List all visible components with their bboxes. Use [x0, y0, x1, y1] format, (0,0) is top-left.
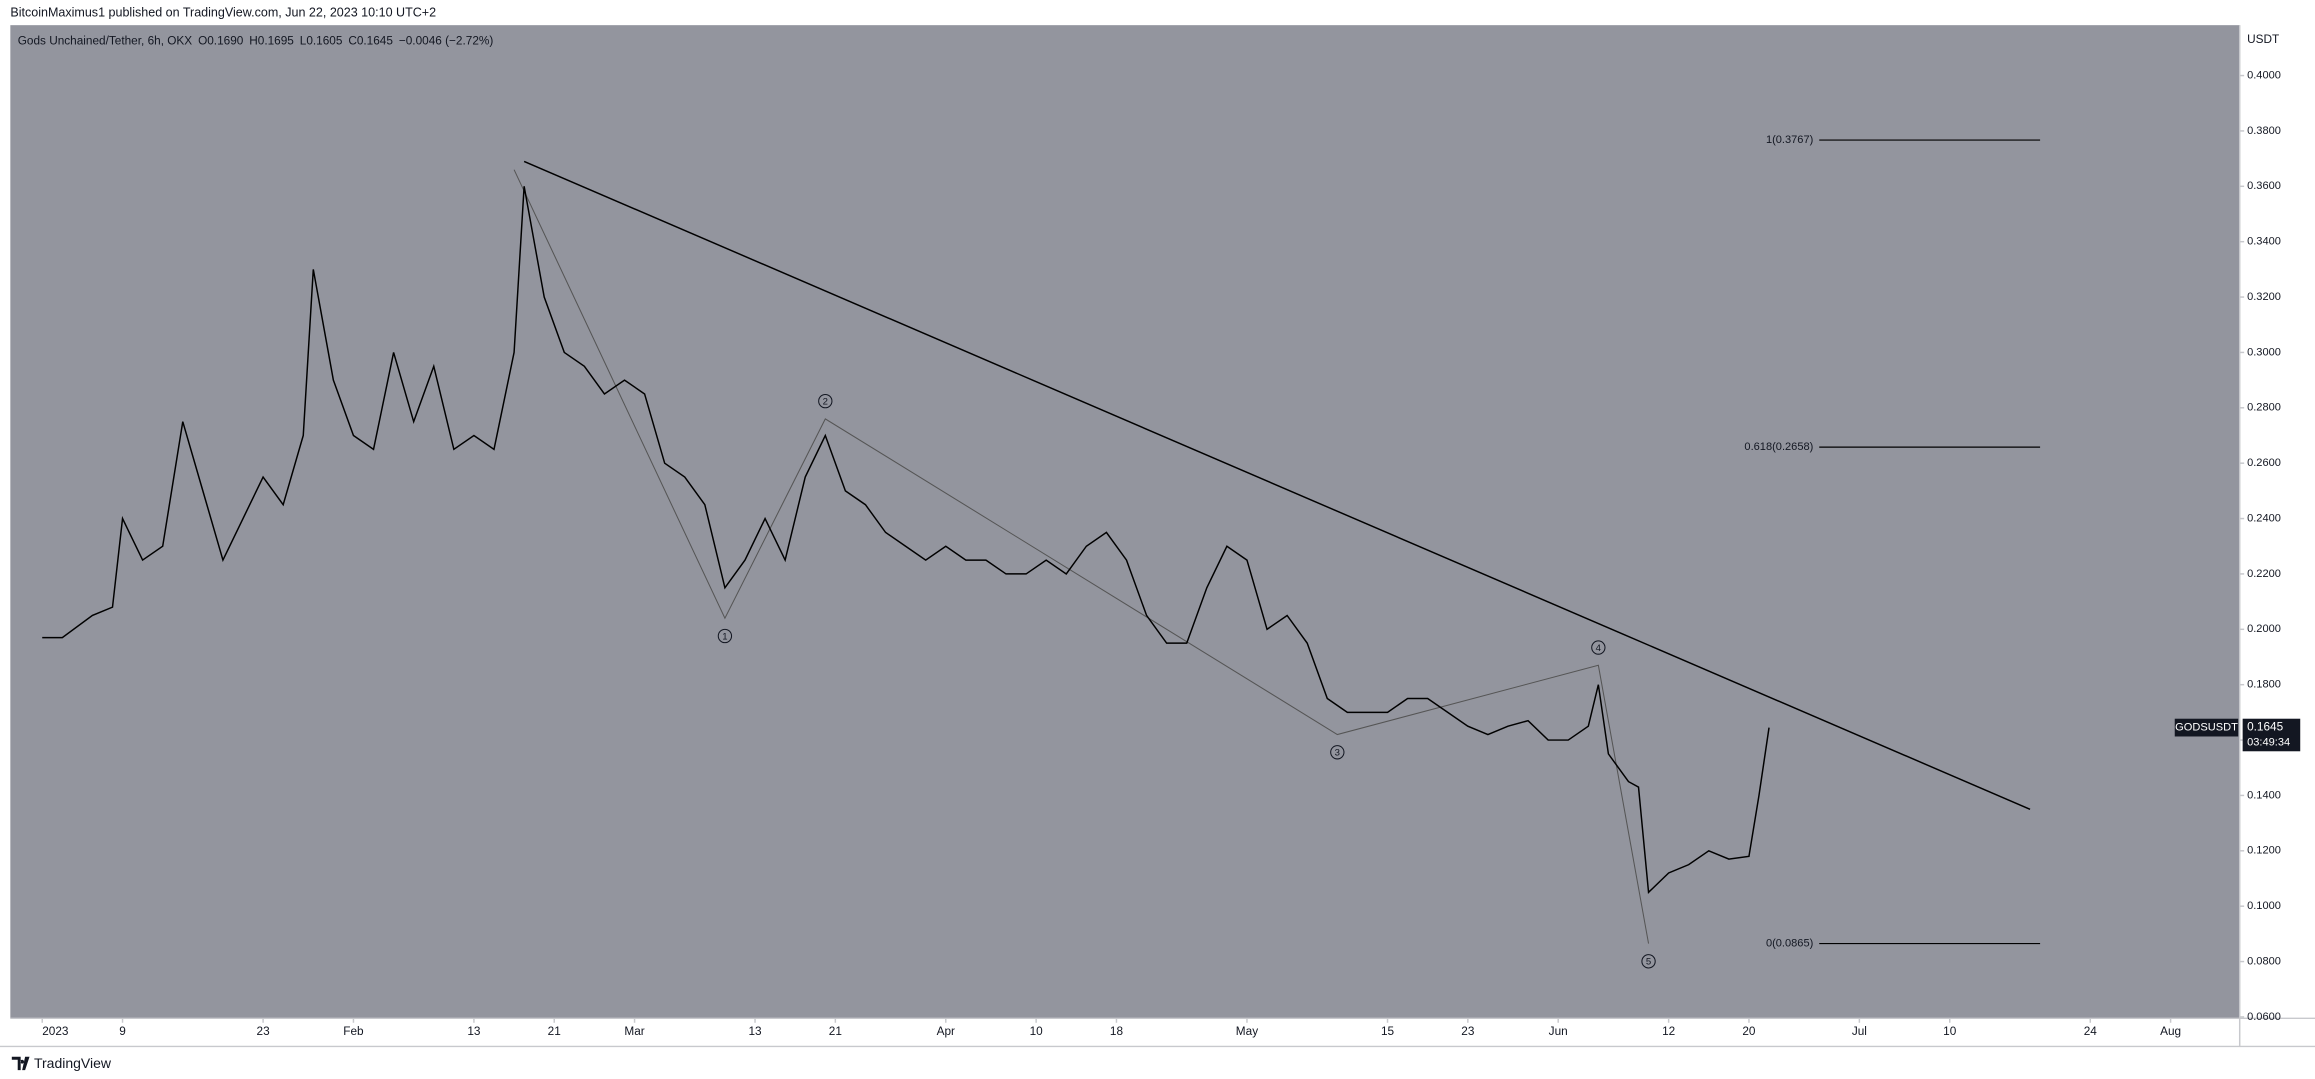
x-tick-label: 13 — [467, 1024, 481, 1038]
y-tick-label: 0.3600 — [2247, 180, 2281, 192]
x-tick-label: May — [1236, 1024, 1258, 1038]
x-tick-label: Feb — [343, 1024, 364, 1038]
x-tick-label: 20 — [1742, 1024, 1756, 1038]
y-tick-label: 0.2600 — [2247, 457, 2281, 469]
y-tick-label: 0.0600 — [2247, 1011, 2281, 1023]
price-tag-countdown: 03:49:34 — [2247, 736, 2290, 748]
ohlc-value: C0.1645 — [348, 34, 393, 48]
wave-marker — [1330, 745, 1345, 760]
ohlc-value: L0.1605 — [300, 34, 343, 48]
wave-label: 3 — [1335, 748, 1340, 759]
wave-label: 5 — [1646, 957, 1651, 968]
x-tick-label: 10 — [1943, 1024, 1957, 1038]
tradingview-logo — [11, 1056, 30, 1071]
x-tick-label: Mar — [624, 1024, 644, 1038]
trendline — [523, 160, 2031, 810]
ohlc-value: H0.1695 — [249, 34, 294, 48]
wave-marker — [1641, 954, 1656, 969]
y-tick-label: 0.1800 — [2247, 679, 2281, 691]
brand: TradingView — [34, 1055, 112, 1071]
price-line — [42, 186, 1770, 894]
y-tick-label: 0.0800 — [2247, 955, 2281, 967]
price-unit: USDT — [2247, 32, 2279, 46]
y-tick-label: 0.2400 — [2247, 512, 2281, 524]
publisher-line: BitcoinMaximus1 published on TradingView… — [10, 6, 436, 20]
wave-marker — [818, 393, 833, 409]
x-tick-label: Apr — [937, 1024, 955, 1038]
x-tick-label: 21 — [548, 1024, 561, 1038]
x-tick-label: 24 — [2084, 1024, 2098, 1038]
wave-marker — [1591, 640, 1606, 655]
y-tick-label: 0.2000 — [2247, 623, 2281, 635]
symbol-tag — [2174, 718, 2239, 737]
x-tick-label: Jun — [1549, 1024, 1568, 1038]
wave-label: 2 — [823, 396, 828, 407]
wave-label: 4 — [1596, 643, 1602, 654]
ohlc-value: −0.0046 (−2.72%) — [399, 34, 494, 48]
x-tick-label: 23 — [257, 1024, 271, 1038]
fib-label: 0(0.0865) — [1766, 937, 1813, 949]
fib-label: 1(0.3767) — [1766, 134, 1813, 146]
symbol-title: Gods Unchained/Tether, 6h, OKX — [18, 34, 193, 48]
y-tick-label: 0.1200 — [2247, 845, 2281, 857]
plot-area — [10, 25, 2240, 1019]
fib-label: 0.618(0.2658) — [1744, 441, 1813, 453]
x-tick-label: 23 — [1461, 1024, 1475, 1038]
x-tick-label: 2023 — [42, 1024, 69, 1038]
x-tick-label: Aug — [2160, 1024, 2181, 1038]
x-tick-label: 9 — [119, 1024, 126, 1038]
y-tick-label: 0.3400 — [2247, 236, 2281, 248]
x-tick-label: Jul — [1852, 1024, 1867, 1038]
x-tick-label: 18 — [1110, 1024, 1124, 1038]
wave-label: 1 — [722, 631, 727, 642]
y-tick-label: 0.1400 — [2247, 789, 2281, 801]
ohlc-value: O0.1690 — [198, 34, 244, 48]
wave-marker — [717, 628, 733, 644]
x-tick-label: 21 — [829, 1024, 842, 1038]
price-tag-value: 0.1645 — [2247, 720, 2284, 734]
wave-path — [513, 169, 1650, 944]
y-tick-label: 0.2800 — [2247, 402, 2281, 414]
y-tick-label: 0.4000 — [2247, 69, 2281, 81]
symbol-tag-label: GODSUSDT — [2175, 722, 2238, 734]
y-tick-label: 0.3200 — [2247, 291, 2281, 303]
x-tick-label: 12 — [1662, 1024, 1675, 1038]
y-tick-label: 0.3800 — [2247, 125, 2281, 137]
price-tag — [2242, 718, 2301, 752]
y-tick-label: 0.2200 — [2247, 568, 2281, 580]
y-tick-label: 0.3000 — [2247, 346, 2281, 358]
y-tick-label: 0.1000 — [2247, 900, 2281, 912]
x-tick-label: 10 — [1030, 1024, 1044, 1038]
x-tick-label: 13 — [748, 1024, 762, 1038]
x-tick-label: 15 — [1381, 1024, 1395, 1038]
